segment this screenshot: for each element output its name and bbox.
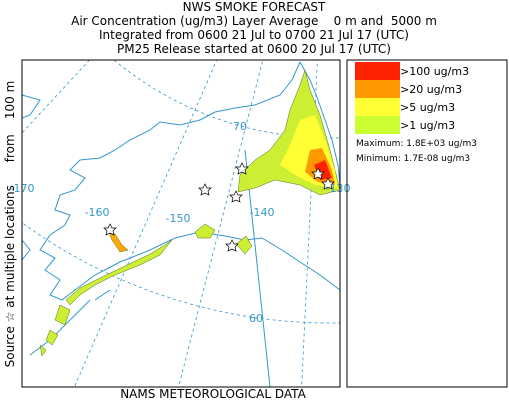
legend-label: >20 ug/m3: [400, 83, 462, 96]
maximum: Maximum: 1.8E+03 ug/m3: [356, 139, 477, 149]
smoke-plume: [65, 239, 173, 306]
minimum: Minimum: 1.7E-08 ug/m3: [356, 154, 470, 164]
legend: >100 ug/m3 >20 ug/m3 >5 ug/m3 >1 ug/m3: [355, 62, 469, 134]
lon-line: [178, 60, 264, 387]
title: NWS SMOKE FORECAST: [183, 0, 326, 14]
legend-label: >1 ug/m3: [400, 119, 455, 132]
legend-frame: [346, 59, 508, 388]
lat-label: 60: [249, 312, 263, 325]
legend-swatch: [355, 80, 400, 98]
lon-label: -160: [85, 206, 110, 219]
map-frame: [21, 59, 341, 388]
legend-label: >100 ug/m3: [400, 65, 469, 78]
lat-label: 70: [233, 120, 247, 133]
legend-label: >5 ug/m3: [400, 101, 455, 114]
smoke-plume: [235, 235, 253, 255]
lon-line: [301, 60, 318, 387]
lon-label: -140: [250, 206, 275, 219]
legend-swatch: [355, 116, 400, 134]
legend-swatch: [355, 62, 400, 80]
coastline: [22, 94, 111, 356]
lon-label: -150: [166, 212, 191, 225]
lon-line: [73, 60, 218, 387]
smoke-plume: [39, 304, 71, 357]
subtitle: Integrated from 0600 21 Jul to 0700 21 J…: [99, 28, 409, 42]
smoke-plume: [107, 229, 129, 253]
footer: NAMS METEOROLOGICAL DATA: [120, 387, 306, 401]
subtitle: Air Concentration (ug/m3) Layer Average …: [71, 14, 437, 28]
subtitle: PM25 Release started at 0600 20 Jul 17 (…: [117, 42, 391, 56]
source-stars: [103, 162, 335, 252]
lat-line: [113, 60, 340, 139]
lon-label: -130: [326, 182, 351, 195]
source-label: Source ☆ at multiple locations from 100 …: [3, 81, 17, 368]
legend-swatch: [355, 98, 400, 116]
smoke-plume: [194, 223, 216, 239]
